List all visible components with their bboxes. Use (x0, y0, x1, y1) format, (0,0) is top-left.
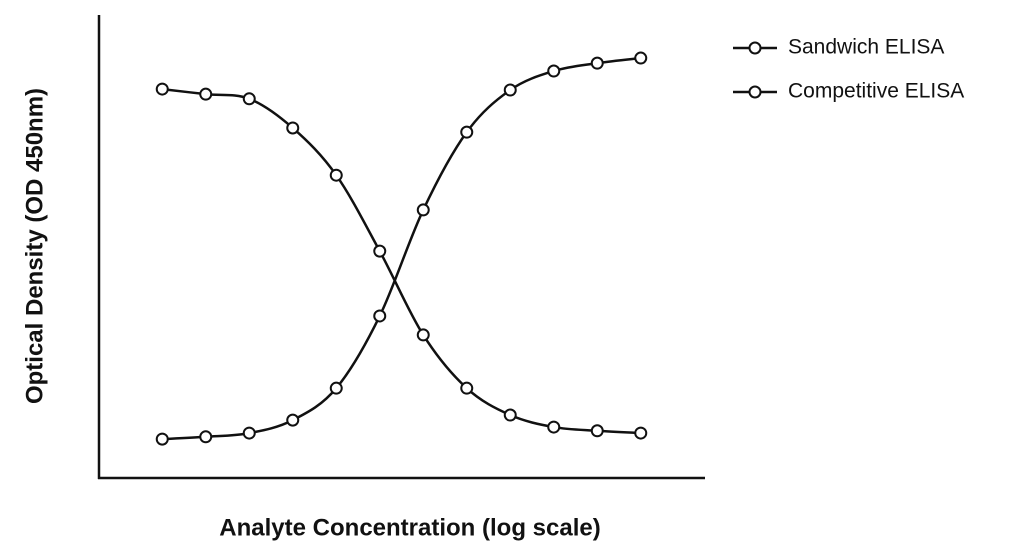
data-point (460, 125, 474, 139)
data-point (634, 426, 648, 440)
data-point (460, 381, 474, 395)
data-point (590, 56, 604, 70)
data-point (547, 64, 561, 78)
data-point (373, 309, 387, 323)
data-point (416, 328, 430, 342)
data-point (634, 51, 648, 65)
data-point (329, 168, 343, 182)
legend-marker (748, 85, 762, 99)
data-point (199, 87, 213, 101)
data-point (155, 82, 169, 96)
data-point (286, 413, 300, 427)
data-point (416, 203, 430, 217)
data-point (242, 92, 256, 106)
data-point (242, 426, 256, 440)
legend-marker (748, 41, 762, 55)
data-point (373, 244, 387, 258)
data-point (199, 430, 213, 444)
series-line (162, 56, 641, 441)
legend-label: Competitive ELISA (788, 80, 964, 103)
y-axis-title: Optical Density (OD 450nm) (21, 88, 48, 404)
data-point (503, 83, 517, 97)
data-point (590, 424, 604, 438)
legend-label: Sandwich ELISA (788, 36, 944, 59)
data-point (286, 121, 300, 135)
data-point (155, 432, 169, 446)
data-point (547, 420, 561, 434)
data-point (503, 408, 517, 422)
data-point (329, 381, 343, 395)
x-axis-title: Analyte Concentration (log scale) (219, 514, 600, 541)
